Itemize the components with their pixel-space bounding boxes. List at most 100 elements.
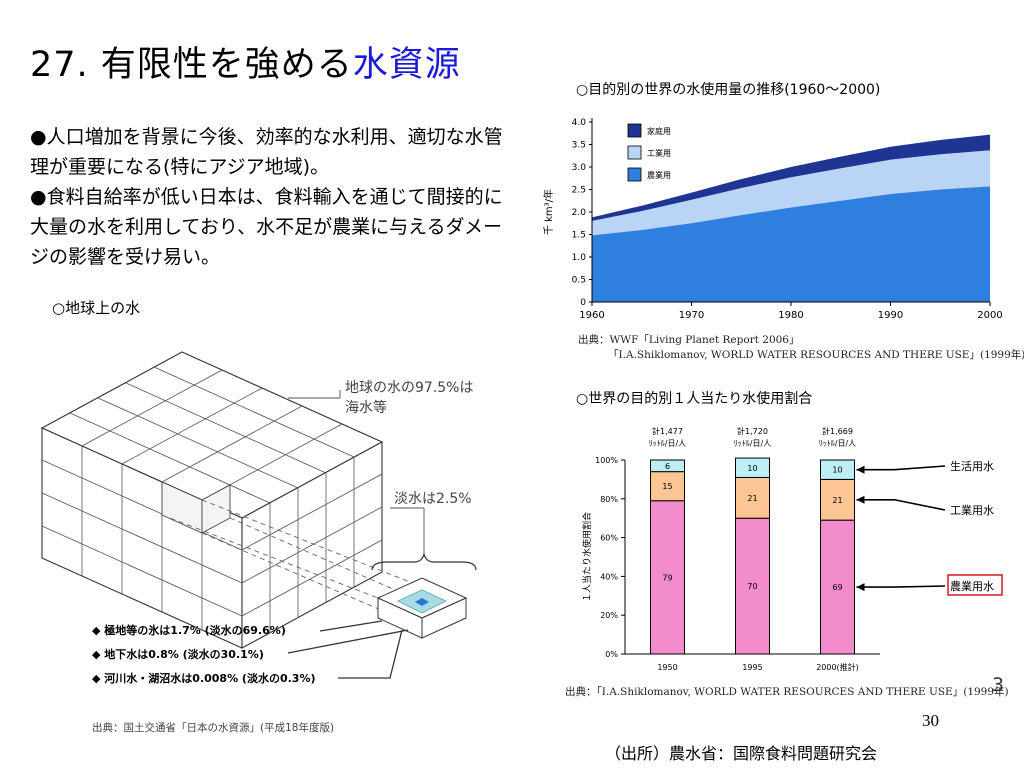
area-chart-title: ○目的別の世界の水使用量の推移(1960〜2000) [576,82,881,98]
y-tick-label: 0.5 [572,276,586,286]
y-tick-label: 80% [600,495,618,504]
legend-label: 農業用 [647,170,671,180]
legend-swatch [627,167,642,182]
y-tick-label: 3.5 [572,141,586,151]
y-tick-label: 0 [580,298,586,308]
y-tick-label: 2.0 [572,208,587,218]
river-water-block [415,598,429,606]
freshwater-cube [376,577,468,639]
bar-chart: 0% 20% 40% 60% 80% 100% １人当たり水使用割合 79 15 6 1950 計1,… [581,426,1003,672]
callout-arrowhead [856,465,865,474]
legend-label: 家庭用 [647,126,671,136]
y-tick-label: 3.0 [572,163,587,173]
x-tick-label: 1970 [679,310,704,321]
area-series-農業用 [592,186,990,302]
callout-arrow [856,465,946,471]
y-tick-label: 0% [605,650,618,659]
attribution: （出所）農水省：国際食料問題研究会 [605,744,878,763]
bar-segment [820,459,855,480]
y-tick-label: 1.0 [572,253,587,263]
callout-arrowhead [856,495,865,504]
bar-value-label: 21 [832,496,842,505]
bar-segment [650,459,685,473]
bar-value-label: 79 [662,573,672,582]
seawater-leader [288,390,341,399]
y-tick-label: 100% [595,456,618,465]
y-tick-label: 40% [600,572,618,581]
callout-arrowhead [856,583,865,592]
freshwater-callout: 淡水は2.5% [394,491,472,507]
bar-value-label: 70 [747,582,757,591]
bar-value-label: 6 [665,462,670,471]
seawater-callout-line1: 地球の水の97.5%は [345,380,474,396]
y-tick-label: 2.5 [572,186,586,196]
y-tick-label: 4.0 [572,118,587,128]
bar-chart-title: ○世界の目的別１人当たり水使用割合 [576,391,813,407]
bar-segment [650,471,685,502]
bar-segment [735,476,770,519]
bar-value-label: 15 [662,482,672,491]
y-axis-label: １人当たり水使用割合 [581,512,593,602]
bar-segment [735,517,770,655]
bar-total-unit: ﾘｯﾄﾙ/日/人 [649,439,686,448]
x-category-label: 1950 [657,663,677,672]
bar-total-label: 計1,669 [822,426,853,436]
page-title: 27. 有限性を強める水資源 [30,36,461,87]
slide-number: 30 [922,711,939,730]
area-series-工業用 [592,150,990,236]
y-tick-label: 60% [600,534,618,543]
groundwater-leader [287,629,409,654]
bar-segment [820,478,855,521]
bar-value-label: 10 [832,466,842,475]
title-main: 27. 有限性を強める [30,45,353,85]
bar-segment [650,500,685,655]
river-leader [338,629,403,679]
callout-label: 工業用水 [950,504,994,517]
y-tick-label: 20% [600,611,618,620]
legend-label: 工業用 [647,148,671,158]
x-tick-label: 2000 [977,310,1002,321]
callout-label: 農業用水 [950,579,994,593]
highlight-box [947,574,1003,596]
bar-value-label: 10 [747,464,757,473]
bar-total-label: 計1,477 [652,426,683,436]
glacier-item: ◆ 極地等の氷は1.7% (淡水の69.6%) [92,624,286,637]
cube-grid-lines [41,366,383,633]
callout-arrow [856,498,946,511]
x-category-label: 1995 [742,663,762,672]
glacier-leader [319,620,383,632]
earth-water-diagram [40,351,477,679]
bar-value-label: 69 [832,583,842,592]
bar-total-label: 計1,720 [737,426,768,436]
bar-value-label: 21 [747,494,757,503]
bar-segment [820,519,855,655]
legend-swatch [627,145,642,160]
side-number: 3 [992,674,1005,696]
x-tick-label: 1990 [878,310,903,321]
x-category-label: 2000(推計) [816,662,859,672]
bar-total-unit: ﾘｯﾄﾙ/日/人 [819,439,856,448]
title-accent: 水資源 [352,45,461,85]
bar-segment [735,457,770,478]
x-tick-label: 1960 [579,310,604,321]
x-tick-label: 1980 [778,310,803,321]
seawater-callout-line2: 海水等 [345,400,387,416]
bar-total-unit: ﾘｯﾄﾙ/日/人 [734,439,771,448]
area-chart-source-1: 出典：WWF「Living Planet Report 2006」 [578,334,800,346]
bullet-list: ●人口増加を背景に今後、効率的な水利用、適切な水管理が重要になる(特にアジア地域… [30,122,520,272]
groundwater-item: ◆ 地下水は0.8% (淡水の30.1%) [92,648,264,661]
bar-chart-source: 出典：「I.A.Shiklomanov, WORLD WATER RESOURC… [565,686,1009,698]
bullet-item: ●人口増加を背景に今後、効率的な水利用、適切な水管理が重要になる(特にアジア地域… [30,126,503,178]
earth-water-source: 出典：国土交通省「日本の水資源」(平成18年度版) [92,722,335,734]
callout-label: 生活用水 [950,459,994,473]
area-chart: 0 0.5 1.0 1.5 2.0 2.5 3.0 3.5 4.0 1960 1970 1980 199… [542,118,1003,321]
river-lake-item: ◆ 河川水・湖沼水は0.008% (淡水の0.3%) [92,672,316,685]
bullet-item: ●食料自給率が低い日本は、食料輸入を通じて間接的に大量の水を利用しており、水不足… [30,186,503,268]
area-chart-source-2: 「I.A.Shiklomanov, WORLD WATER RESOURCES … [608,349,1024,361]
freshwater-brace [371,553,477,571]
y-axis-label: 千 km³/年 [542,189,555,235]
earth-water-heading: ○地球上の水 [52,299,141,317]
callout-arrow [856,585,946,588]
legend-swatch [627,123,642,138]
area-series-家庭用 [592,134,990,221]
